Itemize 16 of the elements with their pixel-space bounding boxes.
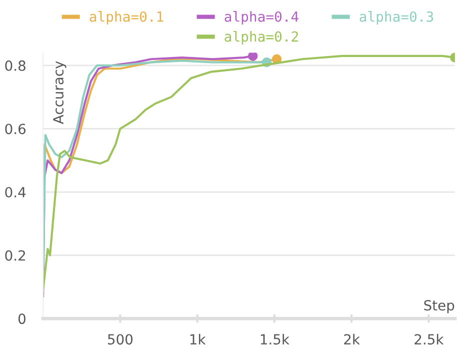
legend-label: alpha=0.1: [90, 11, 164, 25]
x-tick-label: 1k: [190, 334, 206, 344]
x-tick-label: 1.5k: [260, 334, 290, 345]
x-tick-label: 2k: [344, 334, 360, 344]
y-axis-title: Accuracy: [53, 61, 66, 124]
legend-label: alpha=0.3: [360, 11, 434, 25]
y-tick-label: 0: [18, 314, 26, 324]
x-tick-label: 2.5k: [414, 334, 444, 345]
y-tick-label: 0.2: [5, 250, 25, 261]
x-axis-title: Step: [424, 300, 454, 314]
legend-label: alpha=0.4: [224, 11, 298, 25]
y-tick-label: 0.8: [5, 60, 26, 71]
y-tick-label: 0.6: [5, 124, 26, 134]
y-tick-label: 0.4: [5, 186, 26, 198]
legend-label: alpha=0.2: [224, 30, 298, 44]
x-tick-label: 500: [108, 334, 133, 345]
